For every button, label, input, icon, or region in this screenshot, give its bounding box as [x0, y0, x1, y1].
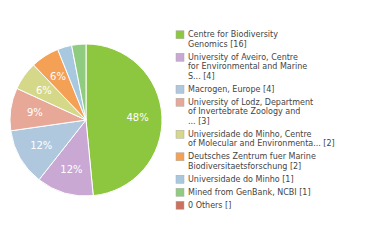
legend-item: Macrogen, Europe [4]	[176, 85, 274, 94]
legend-label: Universidade do Minho, Centreof Molecula…	[188, 130, 335, 149]
legend-label: Mined from GenBank, NCBI [1]	[188, 188, 311, 197]
chart: 48% 12% 12% 9% 6% 6% Centre for BiodiversityGe…	[0, 0, 380, 240]
legend-label: Deutsches Zentrum fuer MarineBiodiversit…	[188, 152, 316, 171]
slice-label: 6%	[50, 71, 66, 82]
slice-label: 48%	[127, 112, 149, 123]
legend-item: Mined from GenBank, NCBI [1]	[176, 188, 311, 197]
legend: Centre for BiodiversityGenomics [16] Univ…	[176, 30, 335, 210]
legend-item: University of Lodz, Departmentof Inverte…	[176, 98, 313, 126]
legend-label-line: University of Aveiro, Centre	[188, 53, 298, 62]
slice-label: 12%	[30, 140, 52, 151]
slice-label: 6%	[36, 85, 52, 96]
legend-item: University of Aveiro, Centrefor Environm…	[176, 53, 307, 81]
legend-label: University of Lodz, Departmentof Inverte…	[188, 98, 313, 126]
legend-label-line: Genomics [16]	[188, 40, 247, 49]
legend-swatch	[176, 130, 184, 138]
legend-item: 0 Others []	[176, 201, 231, 210]
legend-swatch	[176, 153, 184, 161]
legend-label-line: S... [4]	[188, 72, 215, 81]
legend-swatch	[176, 201, 184, 209]
legend-label-line: Centre for Biodiversity	[188, 30, 278, 39]
legend-swatch	[176, 98, 184, 106]
legend-item: Universidade do Minho, Centreof Molecula…	[176, 130, 335, 149]
legend-label: 0 Others []	[188, 201, 231, 210]
legend-item: Centre for BiodiversityGenomics [16]	[176, 30, 278, 49]
legend-label-line: of Invertebrate Zoology and	[188, 107, 300, 116]
legend-label-line: University of Lodz, Department	[188, 98, 313, 107]
slice-label: 9%	[27, 107, 43, 118]
legend-swatch	[176, 85, 184, 93]
legend-label-line: ... [3]	[188, 117, 210, 126]
legend-label-line: 0 Others []	[188, 201, 231, 210]
legend-label-line: Deutsches Zentrum fuer Marine	[188, 152, 316, 161]
legend-item: Deutsches Zentrum fuer MarineBiodiversit…	[176, 152, 316, 171]
legend-swatch	[176, 53, 184, 61]
pie-slice	[72, 44, 86, 120]
legend-label: University of Aveiro, Centrefor Environm…	[188, 53, 307, 81]
legend-swatch	[176, 175, 184, 183]
pie-slice	[86, 44, 162, 196]
legend-swatch	[176, 31, 184, 39]
legend-label-line: Universidade do Minho, Centre	[188, 130, 312, 139]
legend-label-line: Macrogen, Europe [4]	[188, 85, 274, 94]
slice-label: 12%	[60, 164, 82, 175]
legend-label: Macrogen, Europe [4]	[188, 85, 274, 94]
legend-label-line: for Environmental and Marine	[188, 62, 307, 71]
legend-label: Universidade do Minho [1]	[188, 175, 294, 184]
legend-item: Universidade do Minho [1]	[176, 175, 294, 184]
pie: 48% 12% 12% 9% 6% 6%	[10, 44, 162, 196]
legend-label-line: Universidade do Minho [1]	[188, 175, 294, 184]
legend-label: Centre for BiodiversityGenomics [16]	[188, 30, 278, 49]
legend-label-line: Mined from GenBank, NCBI [1]	[188, 188, 311, 197]
legend-label-line: of Molecular and Environmenta... [2]	[188, 139, 335, 148]
legend-label-line: Biodiversitaetsforschung [2]	[188, 162, 301, 171]
legend-swatch	[176, 188, 184, 196]
